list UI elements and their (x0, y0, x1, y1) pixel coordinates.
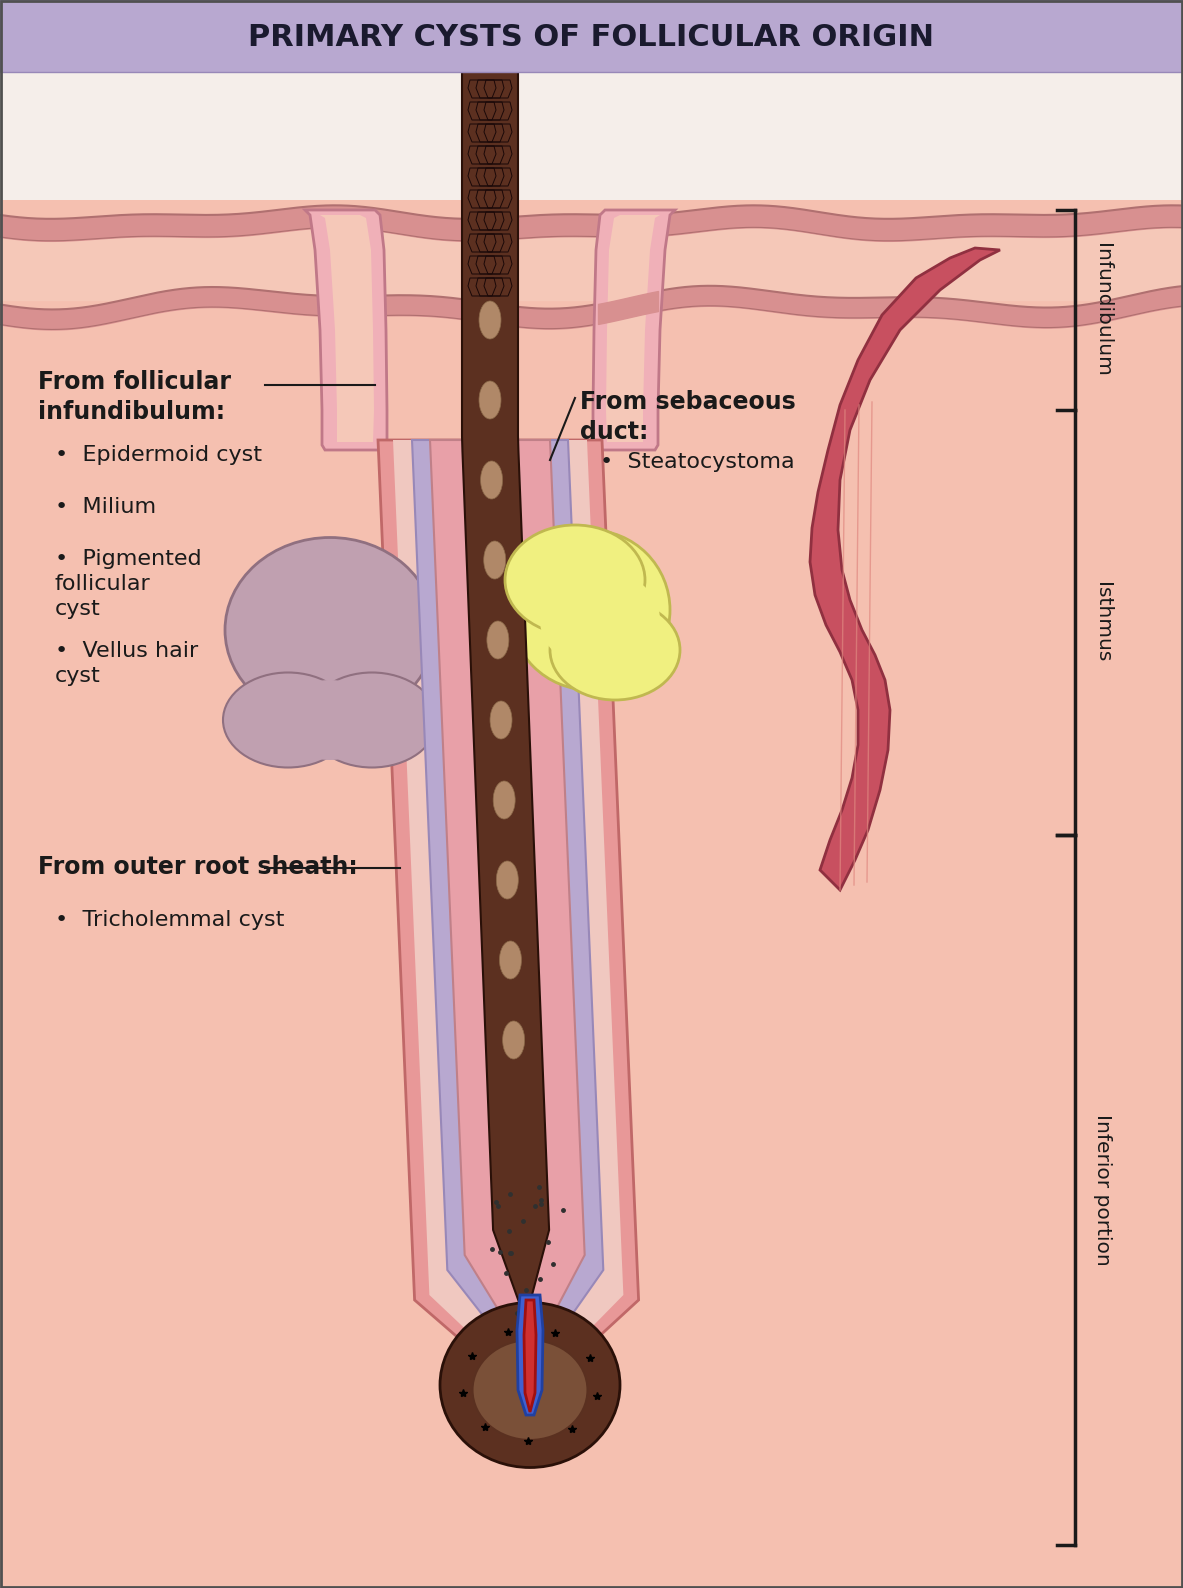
Polygon shape (319, 214, 374, 441)
Text: From sebaceous
duct:: From sebaceous duct: (580, 391, 796, 443)
Ellipse shape (487, 621, 509, 659)
Text: Infundibulum: Infundibulum (1093, 243, 1112, 376)
Polygon shape (517, 1294, 543, 1415)
Ellipse shape (539, 570, 660, 670)
Polygon shape (0, 0, 1183, 71)
Ellipse shape (280, 680, 380, 761)
Polygon shape (463, 0, 549, 1320)
Ellipse shape (505, 526, 645, 635)
Polygon shape (429, 440, 584, 1359)
Text: •  Steatocystoma: • Steatocystoma (600, 453, 795, 472)
Ellipse shape (472, 1340, 588, 1440)
Text: PRIMARY CYSTS OF FOLLICULAR ORIGIN: PRIMARY CYSTS OF FOLLICULAR ORIGIN (248, 24, 935, 52)
Polygon shape (606, 214, 660, 441)
Text: From outer root sheath:: From outer root sheath: (38, 854, 357, 880)
Ellipse shape (225, 537, 435, 723)
Ellipse shape (499, 942, 522, 978)
Polygon shape (0, 71, 1183, 1588)
Text: •  Tricholemmal cyst: • Tricholemmal cyst (54, 910, 284, 931)
Ellipse shape (550, 600, 680, 700)
Ellipse shape (484, 542, 505, 580)
Text: •  Milium: • Milium (54, 497, 156, 518)
Ellipse shape (479, 302, 500, 338)
Text: •  Pigmented
follicular
cyst: • Pigmented follicular cyst (54, 549, 201, 619)
Polygon shape (0, 71, 1183, 200)
Text: Isthmus: Isthmus (1093, 583, 1112, 662)
Polygon shape (305, 210, 387, 449)
Polygon shape (810, 248, 1000, 889)
Polygon shape (379, 440, 639, 1401)
Polygon shape (0, 200, 1183, 1588)
Text: •  Epidermoid cyst: • Epidermoid cyst (54, 445, 261, 465)
Ellipse shape (503, 1021, 524, 1059)
Polygon shape (524, 1301, 536, 1412)
Ellipse shape (440, 1302, 620, 1467)
Ellipse shape (510, 530, 670, 691)
Polygon shape (393, 440, 623, 1390)
Ellipse shape (497, 861, 518, 899)
Ellipse shape (224, 672, 353, 767)
Text: Inferior portion: Inferior portion (1093, 1115, 1112, 1266)
Ellipse shape (490, 700, 512, 738)
Polygon shape (593, 210, 675, 449)
Ellipse shape (493, 781, 515, 819)
Ellipse shape (480, 461, 503, 499)
Text: •  Vellus hair
cyst: • Vellus hair cyst (54, 642, 199, 686)
Ellipse shape (308, 672, 437, 767)
Ellipse shape (479, 381, 500, 419)
Text: From follicular
infundibulum:: From follicular infundibulum: (38, 370, 231, 424)
Polygon shape (412, 440, 603, 1375)
